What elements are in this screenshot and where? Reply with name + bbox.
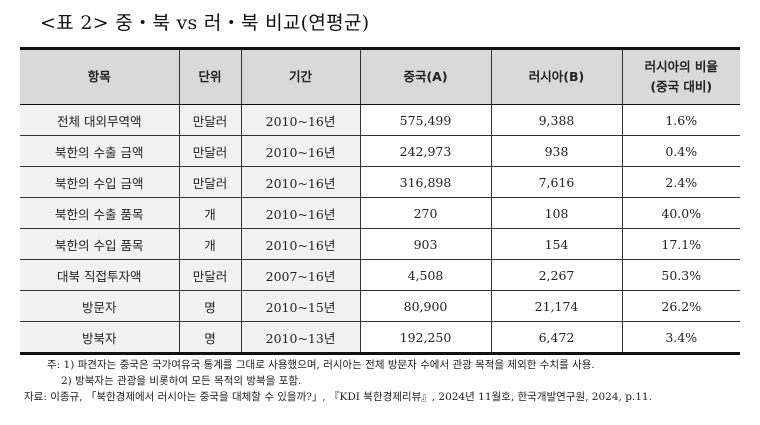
source-note: 자료: 이종규, 「북한경제에서 러시아는 중국을 대체할 수 있을까?」, 『… xyxy=(24,391,652,403)
row-ratio: 50.3% xyxy=(621,259,740,291)
note-2: 2) 방북자는 관광을 비롯하여 모든 목적의 방북을 포함. xyxy=(61,375,302,387)
row-russia: 21,174 xyxy=(490,290,622,322)
row-unit: 개 xyxy=(178,228,241,260)
row-unit: 만달러 xyxy=(178,104,241,136)
row-item: 북한의 수출 품목 xyxy=(20,197,179,229)
table-row: 북한의 수입 품목 개 2010~16년 903 154 17.1% xyxy=(20,228,740,260)
row-china: 575,499 xyxy=(359,104,491,136)
row-period: 2010~16년 xyxy=(240,197,360,229)
row-period: 2010~16년 xyxy=(240,228,360,260)
row-ratio: 3.4% xyxy=(621,321,740,354)
header-russia: 러시아(B) xyxy=(490,48,622,105)
row-unit: 명 xyxy=(178,321,241,354)
header-unit: 단위 xyxy=(178,48,241,105)
table-notes: 주: 1) 파견자는 중국은 국가여유국 통계를 그대로 사용했으며, 러시아는… xyxy=(24,357,652,405)
row-ratio: 26.2% xyxy=(621,290,740,322)
row-russia: 7,616 xyxy=(490,166,622,198)
row-ratio: 2.4% xyxy=(621,166,740,198)
row-china: 903 xyxy=(359,228,491,260)
table-row: 대북 직접투자액 만달러 2007~16년 4,508 2,267 50.3% xyxy=(20,259,740,291)
row-china: 270 xyxy=(359,197,491,229)
row-russia: 2,267 xyxy=(490,259,622,291)
row-unit: 개 xyxy=(178,197,241,229)
row-period: 2010~16년 xyxy=(240,104,360,136)
row-unit: 만달러 xyxy=(178,259,241,291)
row-item: 대북 직접투자액 xyxy=(20,259,179,291)
row-ratio: 17.1% xyxy=(621,228,740,260)
row-item: 북한의 수입 품목 xyxy=(20,228,179,260)
row-russia: 6,472 xyxy=(490,321,622,354)
header-ratio: 러시아의 비율 (중국 대비) xyxy=(621,48,740,105)
table-row: 북한의 수입 금액 만달러 2010~16년 316,898 7,616 2.4% xyxy=(20,166,740,198)
row-unit: 만달러 xyxy=(178,135,241,167)
row-ratio: 0.4% xyxy=(621,135,740,167)
row-period: 2010~16년 xyxy=(240,135,360,167)
row-russia: 938 xyxy=(490,135,622,167)
comparison-table: 항목 단위 기간 중국(A) 러시아(B) 러시아의 비율 (중국 대비) 전체… xyxy=(20,47,740,355)
row-russia: 154 xyxy=(490,228,622,260)
header-period: 기간 xyxy=(240,48,360,105)
row-ratio: 1.6% xyxy=(621,104,740,136)
row-item: 북한의 수출 금액 xyxy=(20,135,179,167)
row-item: 방북자 xyxy=(20,321,179,354)
table-row: 북한의 수출 품목 개 2010~16년 270 108 40.0% xyxy=(20,197,740,229)
row-china: 316,898 xyxy=(359,166,491,198)
row-period: 2010~16년 xyxy=(240,166,360,198)
row-china: 192,250 xyxy=(359,321,491,354)
row-period: 2007~16년 xyxy=(240,259,360,291)
table-row: 북한의 수출 금액 만달러 2010~16년 242,973 938 0.4% xyxy=(20,135,740,167)
row-item: 북한의 수입 금액 xyxy=(20,166,179,198)
row-china: 4,508 xyxy=(359,259,491,291)
header-ratio-line2: (중국 대비) xyxy=(650,79,713,94)
table-row: 방문자 명 2010~15년 80,900 21,174 26.2% xyxy=(20,290,740,322)
table-row: 전체 대외무역액 만달러 2010~16년 575,499 9,388 1.6% xyxy=(20,104,740,136)
row-unit: 만달러 xyxy=(178,166,241,198)
row-item: 전체 대외무역액 xyxy=(20,104,179,136)
note-1: 주: 1) 파견자는 중국은 국가여유국 통계를 그대로 사용했으며, 러시아는… xyxy=(47,359,595,371)
row-russia: 108 xyxy=(490,197,622,229)
table-title: <표 2> 중・북 vs 러・북 비교(연평균) xyxy=(40,12,370,34)
row-period: 2010~13년 xyxy=(240,321,360,354)
row-russia: 9,388 xyxy=(490,104,622,136)
row-unit: 명 xyxy=(178,290,241,322)
row-china: 242,973 xyxy=(359,135,491,167)
row-china: 80,900 xyxy=(359,290,491,322)
row-ratio: 40.0% xyxy=(621,197,740,229)
header-item: 항목 xyxy=(20,48,179,105)
row-period: 2010~15년 xyxy=(240,290,360,322)
table-row: 방북자 명 2010~13년 192,250 6,472 3.4% xyxy=(20,321,740,354)
table-header-row: 항목 단위 기간 중국(A) 러시아(B) 러시아의 비율 (중국 대비) xyxy=(20,48,740,105)
header-china: 중국(A) xyxy=(359,48,491,105)
row-item: 방문자 xyxy=(20,290,179,322)
header-ratio-line1: 러시아의 비율 xyxy=(644,59,718,74)
